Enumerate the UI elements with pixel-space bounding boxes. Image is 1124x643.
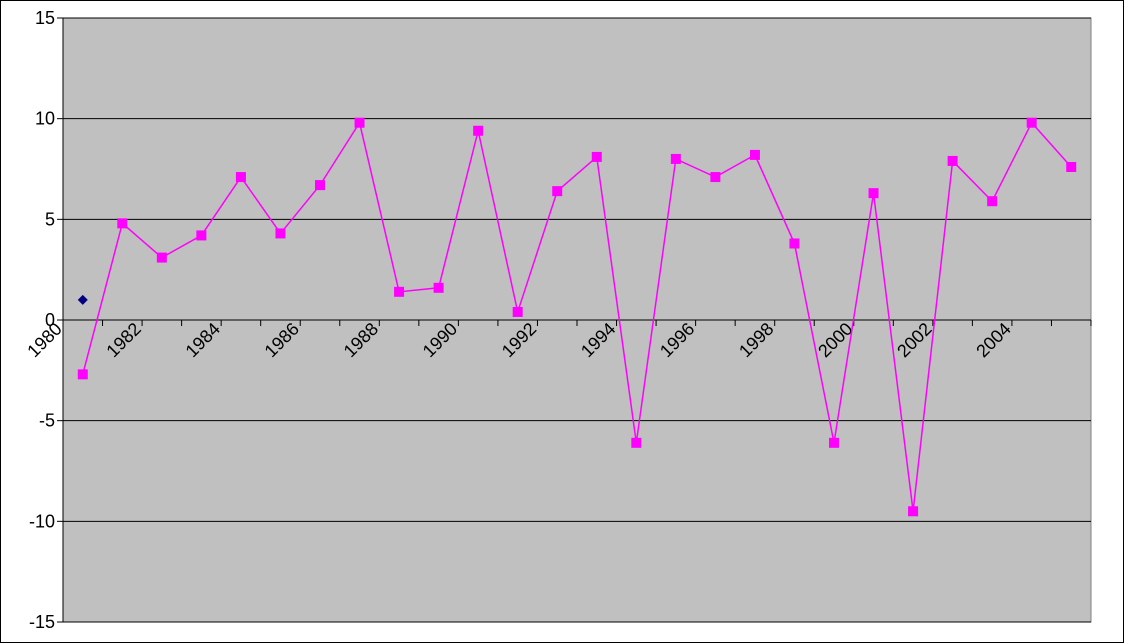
data-point xyxy=(235,172,246,183)
data-point xyxy=(789,238,800,249)
data-point xyxy=(552,186,563,197)
y-tick-label: 15 xyxy=(35,8,55,28)
data-point xyxy=(473,125,484,136)
data-point xyxy=(512,306,523,317)
data-point xyxy=(868,188,879,199)
data-series xyxy=(77,117,1077,517)
x-tick-label: 1980 xyxy=(23,319,65,361)
data-point xyxy=(196,230,207,241)
data-point xyxy=(315,180,325,191)
y-axis-ticks: 15 10 5 0 -5 -10 -15 xyxy=(29,8,63,632)
data-point xyxy=(631,437,642,448)
data-point xyxy=(749,149,760,160)
data-point xyxy=(77,369,88,380)
data-point xyxy=(908,506,919,517)
data-point xyxy=(829,437,839,448)
data-point xyxy=(947,155,958,166)
data-point xyxy=(156,252,167,263)
data-point xyxy=(1026,117,1037,128)
data-point xyxy=(354,117,365,128)
data-point xyxy=(1066,161,1077,172)
data-point xyxy=(710,172,721,183)
y-tick-label: 0 xyxy=(45,310,55,330)
data-point xyxy=(433,282,444,293)
y-tick-label: -15 xyxy=(29,612,55,632)
data-point xyxy=(591,151,602,162)
y-tick-label: -5 xyxy=(39,411,55,431)
data-point xyxy=(275,228,286,239)
data-point xyxy=(987,196,998,207)
y-tick-label: 10 xyxy=(35,109,55,129)
data-point xyxy=(670,153,681,164)
series-line xyxy=(82,120,1072,512)
data-point xyxy=(394,286,405,297)
data-point xyxy=(117,218,128,229)
y-tick-label: 5 xyxy=(45,209,55,229)
data-point xyxy=(77,294,88,305)
y-tick-label: -10 xyxy=(29,511,55,531)
